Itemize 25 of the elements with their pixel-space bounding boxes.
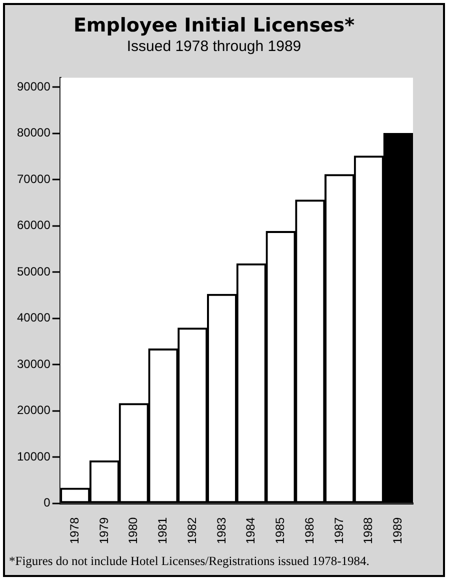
text: *Figures do not include Hotel Licenses/Registrations issued 1978-1984.: [9, 554, 370, 569]
y-tick-label: 40000: [16, 310, 51, 325]
y-tick-label: 0: [44, 496, 51, 510]
y-tick-label: 80000: [16, 126, 51, 140]
x-tick-label: 1980: [126, 516, 140, 544]
x-tick-label: 1985: [273, 516, 288, 544]
x-tick-label: 1979: [96, 516, 111, 544]
y-tick-label: 50000: [16, 264, 51, 278]
x-tick-label: 1981: [156, 516, 170, 544]
y-tick-label: 60000: [16, 218, 51, 232]
x-tick-label: 1986: [302, 516, 316, 544]
y-tick-label: 70000: [16, 172, 51, 186]
chart-title: Employee Initial Licenses*: [73, 14, 355, 36]
x-tick-label: 1989: [390, 516, 405, 544]
chart-subtitle: Issued 1978 through 1989: [126, 38, 302, 55]
x-tick-label: 1978: [67, 516, 82, 544]
x-tick-label: 1987: [332, 516, 346, 544]
y-tick-label: 20000: [16, 403, 51, 418]
x-tick-label: 1988: [361, 516, 376, 544]
y-tick-label: 30000: [16, 356, 51, 371]
x-tick-label: 1984: [244, 516, 258, 544]
x-tick-label: 1983: [214, 516, 228, 544]
x-tick-label: 1982: [184, 516, 199, 544]
y-tick-label: 10000: [16, 449, 51, 464]
y-tick-label: 90000: [16, 79, 51, 94]
